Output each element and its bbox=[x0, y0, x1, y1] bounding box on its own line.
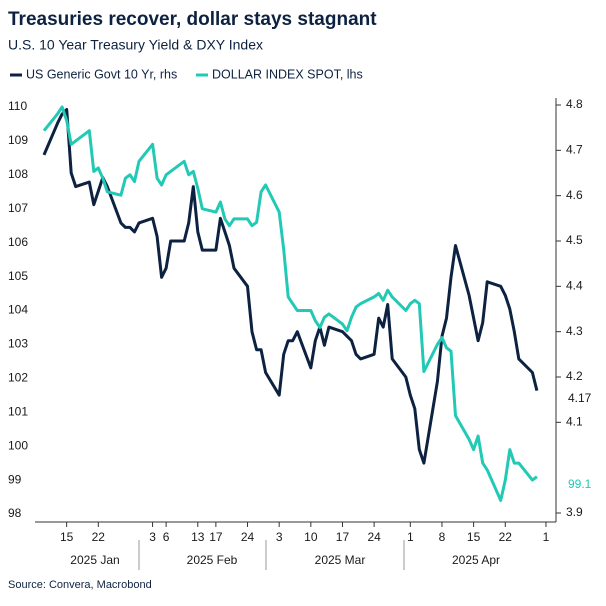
x-tick-label: 15 bbox=[467, 530, 481, 544]
series-line bbox=[42, 105, 538, 502]
x-tick-label: 17 bbox=[209, 530, 223, 544]
y-tick-label: 104 bbox=[8, 303, 28, 317]
y2-tick-label: 4.8 bbox=[566, 97, 583, 111]
y-tick-label: 109 bbox=[8, 133, 28, 147]
y-tick-label: 107 bbox=[8, 201, 28, 215]
x-tick-label: 24 bbox=[367, 530, 381, 544]
y2-tick-label: 4.3 bbox=[566, 324, 583, 338]
series-line bbox=[42, 108, 539, 465]
y-tick-label: 105 bbox=[8, 269, 28, 283]
y2-tick-label: 4.5 bbox=[566, 233, 583, 247]
x-tick-label: 22 bbox=[92, 530, 106, 544]
y-tick-label: 100 bbox=[8, 438, 28, 452]
y-tick-label: 101 bbox=[8, 404, 28, 418]
x-tick-label: 22 bbox=[499, 530, 513, 544]
x-tick-label: 15 bbox=[60, 530, 74, 544]
y2-tick-label: 4.1 bbox=[566, 415, 583, 429]
x-tick-label: 13 bbox=[191, 530, 205, 544]
y2-tick-label: 4.2 bbox=[566, 369, 583, 383]
chart-title: Treasuries recover, dollar stays stagnan… bbox=[8, 9, 377, 30]
y-tick-label: 103 bbox=[8, 337, 28, 351]
end-value-label: 99.1 bbox=[568, 477, 592, 491]
legend-label: DOLLAR INDEX SPOT, lhs bbox=[212, 67, 363, 81]
chart-subtitle: U.S. 10 Year Treasury Yield & DXY Index bbox=[8, 37, 263, 53]
y-tick-label: 98 bbox=[8, 506, 22, 520]
end-value-label: 4.17 bbox=[568, 391, 592, 405]
legend-label: US Generic Govt 10 Yr, rhs bbox=[26, 67, 177, 81]
y2-tick-label: 3.9 bbox=[566, 505, 583, 519]
x-tick-label: 1 bbox=[407, 530, 414, 544]
y2-tick-label: 4.6 bbox=[566, 188, 583, 202]
x-tick-label: 24 bbox=[241, 530, 255, 544]
x-tick-label: 3 bbox=[276, 530, 283, 544]
x-tick-label: 1 bbox=[543, 530, 550, 544]
x-tick-label: 8 bbox=[439, 530, 446, 544]
period-label: 2025 Feb bbox=[187, 553, 238, 567]
x-tick-label: 17 bbox=[336, 530, 350, 544]
y2-tick-label: 4.4 bbox=[566, 279, 583, 293]
y-tick-label: 99 bbox=[8, 472, 22, 486]
period-label: 2025 Jan bbox=[70, 553, 119, 567]
x-tick-label: 6 bbox=[163, 530, 170, 544]
x-tick-label: 10 bbox=[304, 530, 318, 544]
y2-tick-label: 4.7 bbox=[566, 143, 583, 157]
period-label: 2025 Apr bbox=[452, 553, 500, 567]
y-tick-label: 110 bbox=[8, 99, 27, 113]
y-tick-label: 106 bbox=[8, 235, 28, 249]
y-tick-label: 108 bbox=[8, 167, 28, 181]
y-tick-label: 102 bbox=[8, 371, 28, 385]
x-tick-label: 3 bbox=[149, 530, 156, 544]
source: Source: Convera, Macrobond bbox=[8, 579, 152, 591]
period-label: 2025 Mar bbox=[315, 553, 366, 567]
